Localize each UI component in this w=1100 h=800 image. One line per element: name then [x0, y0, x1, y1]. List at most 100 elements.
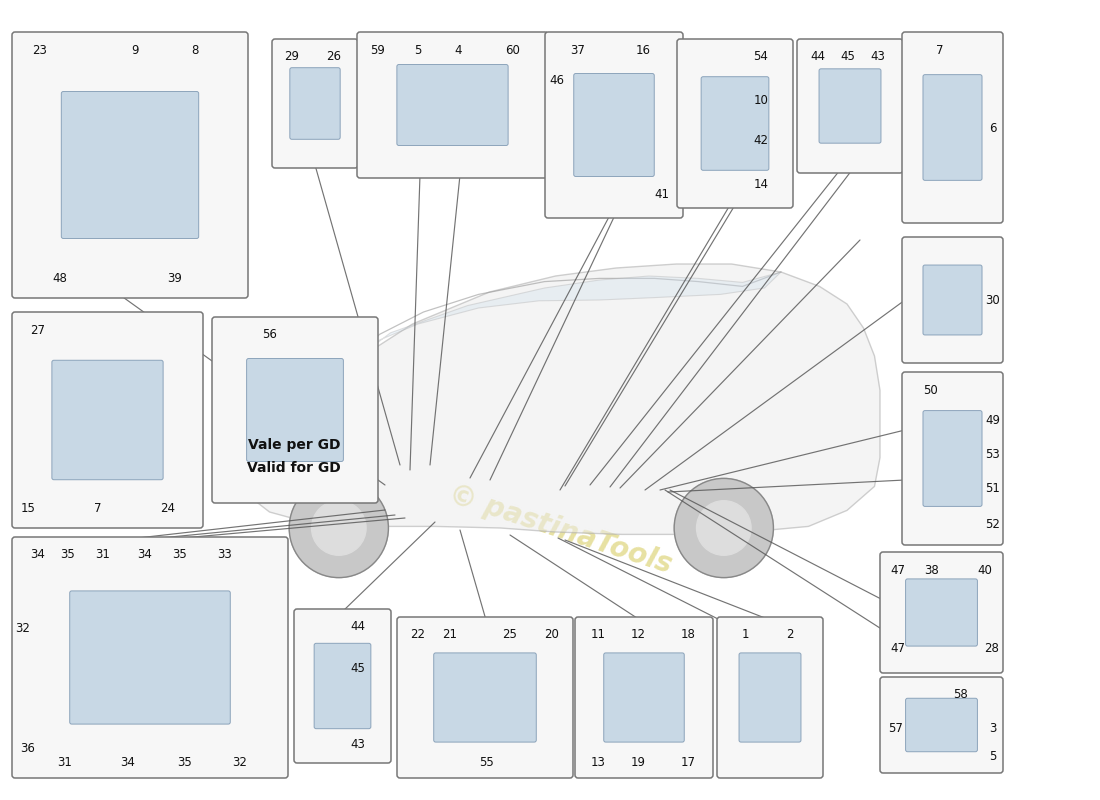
Text: 14: 14 [754, 178, 769, 191]
FancyBboxPatch shape [212, 317, 378, 503]
Text: 56: 56 [263, 329, 277, 342]
FancyBboxPatch shape [397, 65, 508, 146]
Circle shape [289, 478, 388, 578]
FancyBboxPatch shape [12, 32, 248, 298]
FancyBboxPatch shape [574, 74, 654, 177]
Text: 7: 7 [936, 43, 944, 57]
FancyBboxPatch shape [69, 591, 230, 724]
Text: 47: 47 [891, 642, 905, 654]
FancyBboxPatch shape [902, 32, 1003, 223]
Text: 49: 49 [986, 414, 1001, 426]
Text: 28: 28 [984, 642, 1000, 654]
Text: 39: 39 [167, 271, 183, 285]
Text: 18: 18 [681, 629, 695, 642]
Text: 44: 44 [351, 621, 365, 634]
FancyBboxPatch shape [923, 410, 982, 506]
Text: 36: 36 [21, 742, 35, 754]
Text: 51: 51 [986, 482, 1000, 494]
Text: 16: 16 [636, 43, 650, 57]
Polygon shape [214, 264, 880, 534]
FancyBboxPatch shape [905, 579, 978, 646]
Text: 9: 9 [131, 43, 139, 57]
FancyBboxPatch shape [717, 617, 823, 778]
Text: 19: 19 [630, 755, 646, 769]
Text: 29: 29 [285, 50, 299, 63]
Text: 44: 44 [811, 50, 825, 63]
Text: 32: 32 [232, 755, 248, 769]
Text: 8: 8 [191, 43, 199, 57]
Text: 46: 46 [550, 74, 564, 86]
Text: 60: 60 [506, 43, 520, 57]
Text: 45: 45 [840, 50, 856, 63]
FancyBboxPatch shape [923, 74, 982, 180]
Text: 26: 26 [327, 50, 341, 63]
Text: 5: 5 [989, 750, 997, 763]
Text: 30: 30 [986, 294, 1000, 306]
Text: 45: 45 [351, 662, 365, 674]
FancyBboxPatch shape [905, 698, 978, 752]
Text: 55: 55 [478, 755, 494, 769]
Text: 17: 17 [681, 755, 695, 769]
Text: 2: 2 [786, 629, 794, 642]
Text: 1: 1 [741, 629, 749, 642]
Text: Valid for GD: Valid for GD [248, 461, 341, 475]
FancyBboxPatch shape [880, 677, 1003, 773]
FancyBboxPatch shape [902, 237, 1003, 363]
Text: 12: 12 [630, 629, 646, 642]
Text: 54: 54 [754, 50, 769, 63]
FancyBboxPatch shape [52, 360, 163, 480]
Text: 27: 27 [31, 323, 45, 337]
Text: 7: 7 [95, 502, 101, 514]
FancyBboxPatch shape [12, 537, 288, 778]
FancyBboxPatch shape [272, 39, 358, 168]
Text: 53: 53 [986, 447, 1000, 461]
FancyBboxPatch shape [315, 643, 371, 729]
Circle shape [311, 501, 366, 555]
Text: 58: 58 [953, 689, 967, 702]
FancyBboxPatch shape [880, 552, 1003, 673]
Text: 10: 10 [754, 94, 769, 106]
Text: 11: 11 [591, 629, 605, 642]
Text: 35: 35 [173, 549, 187, 562]
Text: 43: 43 [870, 50, 886, 63]
Text: 31: 31 [96, 549, 110, 562]
Text: 34: 34 [31, 549, 45, 562]
Text: 34: 34 [121, 755, 135, 769]
Text: 59: 59 [371, 43, 385, 57]
FancyBboxPatch shape [798, 39, 903, 173]
Text: 41: 41 [654, 189, 670, 202]
Text: 43: 43 [351, 738, 365, 751]
Text: 50: 50 [923, 383, 937, 397]
Text: Vale per GD: Vale per GD [248, 438, 340, 452]
FancyBboxPatch shape [923, 265, 982, 335]
FancyBboxPatch shape [62, 91, 199, 238]
FancyBboxPatch shape [246, 358, 343, 462]
Text: 15: 15 [21, 502, 35, 514]
FancyBboxPatch shape [12, 312, 203, 528]
Text: 48: 48 [53, 271, 67, 285]
Text: 32: 32 [15, 622, 31, 634]
Text: 20: 20 [544, 629, 560, 642]
FancyBboxPatch shape [289, 68, 340, 139]
Text: 42: 42 [754, 134, 769, 146]
Text: 33: 33 [218, 549, 232, 562]
Text: 35: 35 [60, 549, 76, 562]
FancyBboxPatch shape [604, 653, 684, 742]
Text: 23: 23 [33, 43, 47, 57]
Text: 37: 37 [571, 43, 585, 57]
FancyBboxPatch shape [397, 617, 573, 778]
Text: 57: 57 [889, 722, 903, 734]
Text: 34: 34 [138, 549, 153, 562]
Text: 21: 21 [442, 629, 458, 642]
FancyBboxPatch shape [701, 77, 769, 170]
Text: 40: 40 [978, 563, 992, 577]
Text: 22: 22 [410, 629, 426, 642]
FancyBboxPatch shape [820, 69, 881, 143]
Polygon shape [346, 272, 781, 366]
Text: 25: 25 [503, 629, 517, 642]
FancyBboxPatch shape [358, 32, 548, 178]
Text: 24: 24 [161, 502, 176, 514]
Text: 52: 52 [986, 518, 1000, 530]
FancyBboxPatch shape [433, 653, 537, 742]
FancyBboxPatch shape [544, 32, 683, 218]
